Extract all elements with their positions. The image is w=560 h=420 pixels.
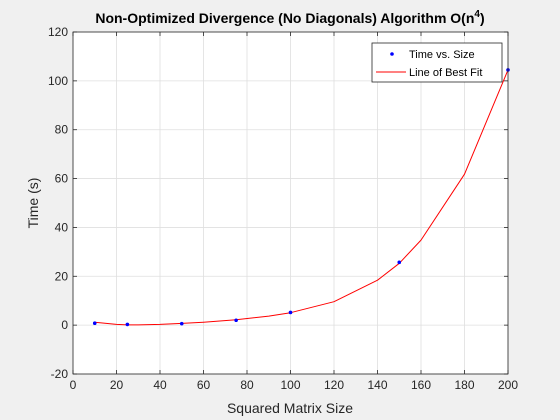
y-tick-label: 60 [55, 172, 69, 186]
series-layer [92, 68, 510, 327]
chart-title: Non-Optimized Divergence (No Diagonals) … [95, 9, 484, 26]
data-point [125, 322, 130, 327]
legend-box [371, 42, 503, 83]
y-tick-label: 20 [55, 269, 69, 283]
x-tick-label: 100 [280, 378, 300, 392]
legend-label-time-vs-size: Time vs. Size [409, 49, 475, 61]
data-point [234, 318, 238, 323]
legend-label-best-fit: Line of Best Fit [409, 67, 482, 79]
legend-marker-time-vs-size [390, 52, 394, 56]
x-tick-label: 20 [110, 378, 124, 392]
x-tick-label: 80 [240, 378, 254, 392]
y-axis-label: Time (s) [25, 178, 41, 229]
ticks: 0 20 40 60 80 100 120 140 160 180 200-200204060801… [48, 25, 518, 392]
x-tick-label: 180 [454, 378, 474, 392]
x-axis-label: Squared Matrix Size [227, 400, 353, 416]
x-tick-label: 60 [197, 378, 211, 392]
x-tick-label: 200 [498, 378, 518, 392]
x-tick-label: 160 [411, 378, 431, 392]
y-tick-label: 80 [55, 123, 69, 137]
x-tick-label: 0 [70, 378, 77, 392]
y-tick-label: 120 [48, 25, 68, 39]
y-tick-label: 100 [48, 74, 68, 88]
x-tick-label: 40 [153, 378, 167, 392]
data-point [288, 310, 293, 315]
y-tick-label: 40 [55, 220, 69, 234]
data-point [397, 260, 402, 265]
legend: Time vs. Size Line of Best Fit [371, 42, 503, 83]
data-point [92, 321, 97, 325]
chart-title-superscript: 4 [474, 9, 480, 20]
y-tick-label: 0 [61, 318, 68, 332]
chart-title-suffix: ) [480, 10, 485, 26]
x-tick-label: 120 [324, 378, 344, 392]
best-fit-line [94, 69, 509, 326]
data-point [179, 321, 184, 326]
y-tick-label: -20 [51, 367, 69, 381]
x-tick-label: 140 [367, 378, 387, 392]
